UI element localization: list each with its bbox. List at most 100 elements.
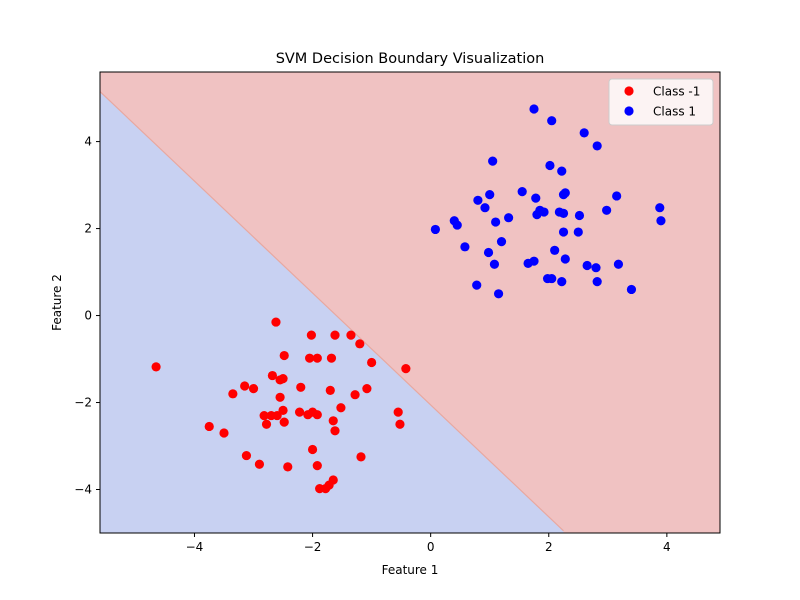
data-point [547, 116, 557, 126]
data-point [493, 289, 504, 299]
data-point [531, 193, 541, 203]
data-point [574, 210, 585, 221]
series-class-1 [430, 104, 666, 299]
data-point [529, 256, 539, 266]
data-point [430, 224, 440, 235]
data-point [326, 353, 337, 363]
data-point [336, 403, 346, 413]
data-point [261, 419, 272, 429]
x-tick-label: 4 [663, 540, 671, 554]
y-tick-label: 2 [84, 222, 92, 236]
data-point [294, 407, 305, 417]
data-point [557, 277, 567, 287]
data-point [473, 195, 483, 205]
data-point [485, 190, 495, 200]
x-tick-label: 0 [427, 540, 435, 554]
data-point [275, 392, 285, 402]
x-axis-ticks: −4 −2 0 2 4 [186, 533, 671, 554]
data-point [362, 384, 372, 394]
data-point [151, 362, 161, 372]
data-point [582, 260, 592, 271]
data-point [529, 104, 539, 114]
y-tick-label: −2 [74, 396, 92, 410]
data-point [296, 382, 306, 392]
data-point [367, 357, 377, 368]
y-axis-label: Feature 2 [50, 274, 64, 331]
series-class-neg-1 [151, 317, 411, 494]
data-point [279, 417, 289, 427]
data-point [613, 259, 624, 269]
legend-label: Class 1 [653, 105, 696, 119]
data-point [560, 188, 570, 198]
data-point [656, 216, 666, 226]
data-point [558, 208, 569, 218]
data-point [393, 407, 403, 417]
data-point [472, 280, 482, 290]
data-point [602, 205, 612, 215]
data-point [480, 203, 490, 213]
chart-title: SVM Decision Boundary Visualization [276, 51, 545, 67]
data-point [573, 227, 583, 237]
data-point [272, 410, 282, 421]
data-point [550, 245, 560, 255]
data-point [356, 452, 366, 462]
data-point [539, 207, 549, 217]
data-point [547, 273, 557, 284]
x-tick-label: −4 [186, 540, 204, 554]
data-point [248, 384, 259, 394]
data-point [612, 191, 622, 201]
legend-marker [624, 86, 634, 96]
data-point [395, 419, 405, 429]
data-point [579, 128, 589, 138]
data-point [401, 364, 411, 374]
data-point [228, 389, 238, 399]
data-point [558, 227, 569, 237]
data-point [254, 459, 265, 469]
x-tick-label: 2 [545, 540, 553, 554]
data-point [452, 220, 462, 230]
data-point [488, 156, 498, 166]
data-point [350, 390, 360, 400]
data-point [325, 385, 335, 395]
data-point [328, 416, 338, 426]
data-point [305, 353, 315, 363]
data-point [240, 381, 250, 391]
data-point [557, 166, 567, 176]
data-point [330, 330, 340, 340]
data-point [491, 217, 501, 227]
data-point [346, 330, 356, 340]
data-point [271, 317, 281, 327]
y-axis-ticks: −4 −2 0 2 4 [74, 135, 100, 497]
data-point [496, 237, 507, 247]
data-point [655, 203, 665, 213]
plot-area [99, 71, 721, 534]
legend-box [608, 78, 714, 126]
data-point [355, 339, 365, 349]
data-point [626, 284, 637, 295]
y-tick-label: 4 [84, 135, 92, 149]
data-point [267, 370, 278, 381]
data-point [204, 421, 214, 432]
legend-label: Class -1 [653, 85, 700, 99]
y-tick-label: 0 [84, 309, 92, 323]
data-point [312, 460, 322, 471]
data-point [312, 410, 322, 420]
data-point [560, 254, 570, 264]
data-point [278, 374, 288, 384]
data-point [259, 410, 269, 421]
axes-frame [99, 71, 721, 534]
x-tick-label: −2 [304, 540, 322, 554]
data-point [278, 405, 288, 415]
data-point [283, 462, 293, 472]
data-point [306, 330, 316, 340]
y-tick-label: −4 [74, 483, 92, 497]
data-point [504, 213, 514, 223]
data-point [591, 263, 601, 273]
data-point [592, 141, 602, 151]
decision-boundary-line [99, 91, 564, 532]
data-point [330, 426, 340, 436]
data-point [592, 277, 602, 287]
data-point [219, 428, 229, 438]
x-axis-label: Feature 1 [382, 563, 439, 577]
